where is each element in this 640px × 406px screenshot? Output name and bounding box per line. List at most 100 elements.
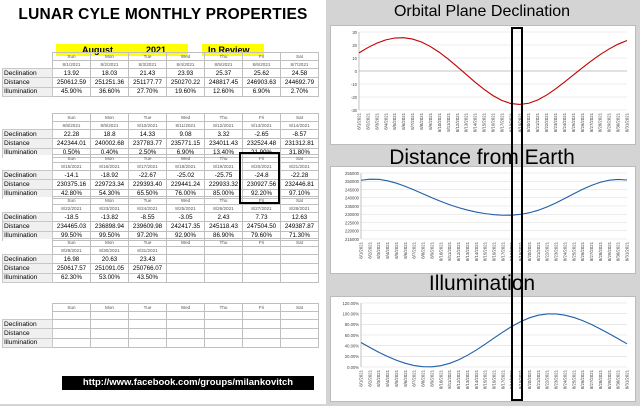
date-cell: 8/4/2021 bbox=[167, 61, 205, 69]
x-tick-label: 8/29/2021 bbox=[607, 369, 612, 389]
distance-cell: 230375.16 bbox=[53, 180, 91, 189]
distance-cell: 247504.50 bbox=[243, 222, 281, 231]
distance-cell bbox=[243, 329, 281, 338]
distance-cell: 229723.34 bbox=[91, 180, 129, 189]
date-cell bbox=[129, 312, 167, 320]
y-tick-label: 120.00% bbox=[342, 301, 359, 306]
x-tick-label: 8/20/2021 bbox=[526, 112, 531, 132]
illumination-cell: 36.60% bbox=[91, 87, 129, 96]
declination-cell: 7.73 bbox=[243, 213, 281, 222]
distance-cell: 244692.79 bbox=[281, 78, 319, 87]
distance-cell: 251251.36 bbox=[91, 78, 129, 87]
x-tick-label: 8/31/2021 bbox=[625, 369, 630, 389]
x-tick-label: 8/6/2021 bbox=[403, 369, 408, 386]
date-cell: 8/16/2021 bbox=[91, 163, 129, 171]
distance-cell: 234011.43 bbox=[205, 139, 243, 148]
group-link[interactable]: http://www.facebook.com/groups/milankovi… bbox=[62, 376, 314, 390]
declination-cell: 18.03 bbox=[91, 69, 129, 78]
declination-cell bbox=[53, 320, 91, 329]
y-tick-label: 10 bbox=[352, 56, 357, 61]
illumination-cell: 19.60% bbox=[167, 87, 205, 96]
x-tick-label: 8/15/2021 bbox=[483, 369, 488, 389]
date-cell: 8/10/2021 bbox=[129, 122, 167, 130]
y-tick-label: 245000 bbox=[345, 187, 360, 192]
x-tick-label: 8/2/2021 bbox=[367, 369, 372, 386]
declination-cell: 25.37 bbox=[205, 69, 243, 78]
distance-cell: 250617.57 bbox=[53, 264, 91, 273]
distance-cell bbox=[205, 329, 243, 338]
day-header: Tue bbox=[129, 114, 167, 122]
x-tick-label: 8/3/2021 bbox=[376, 369, 381, 386]
row-label-illumination: Illumination bbox=[3, 273, 53, 282]
x-tick-label: 8/27/2021 bbox=[589, 112, 594, 132]
x-tick-label: 8/23/2021 bbox=[554, 369, 559, 389]
date-cell bbox=[281, 247, 319, 255]
illumination-cell: 12.60% bbox=[205, 87, 243, 96]
x-tick-label: 8/10/2021 bbox=[438, 369, 443, 389]
declination-cell: 14.33 bbox=[129, 130, 167, 139]
distance-cell: 232446.81 bbox=[281, 180, 319, 189]
corner-cell bbox=[3, 114, 53, 122]
day-header: Sun bbox=[53, 304, 91, 312]
series-line bbox=[361, 179, 627, 215]
distance-cell bbox=[205, 264, 243, 273]
x-tick-label: 8/3/2021 bbox=[374, 112, 379, 129]
y-tick-label: 100.00% bbox=[342, 311, 359, 316]
day-header: Sat bbox=[281, 239, 319, 247]
distance-cell bbox=[281, 264, 319, 273]
day-header: Wed bbox=[167, 155, 205, 163]
declination-cell: -25.02 bbox=[167, 171, 205, 180]
y-tick-label: 220000 bbox=[345, 229, 360, 234]
declination-cell bbox=[243, 320, 281, 329]
distance-cell: 245118.43 bbox=[205, 222, 243, 231]
declination-cell: 22.28 bbox=[53, 130, 91, 139]
declination-cell: -22.28 bbox=[281, 171, 319, 180]
declination-cell: 23.93 bbox=[167, 69, 205, 78]
corner-cell bbox=[3, 304, 53, 312]
corner-cell bbox=[3, 239, 53, 247]
y-tick-label: 240000 bbox=[345, 196, 360, 201]
day-header: Mon bbox=[91, 197, 129, 205]
day-header: Thu bbox=[205, 114, 243, 122]
date-cell: 8/26/2021 bbox=[205, 205, 243, 213]
row-label-declination: Declination bbox=[3, 69, 53, 78]
distance-cell: 251091.05 bbox=[91, 264, 129, 273]
declination-cell bbox=[167, 255, 205, 264]
y-tick-label: 80.00% bbox=[345, 322, 359, 327]
illumination-cell bbox=[53, 338, 91, 347]
y-tick-label: 20.00% bbox=[345, 354, 359, 359]
x-tick-label: 8/31/2021 bbox=[625, 241, 630, 261]
day-header: Mon bbox=[91, 304, 129, 312]
row-label-distance: Distance bbox=[3, 139, 53, 148]
declination-cell bbox=[167, 320, 205, 329]
date-cell: 8/30/2021 bbox=[91, 247, 129, 255]
row-label-illumination: Illumination bbox=[3, 338, 53, 347]
declination-cell: 20.63 bbox=[91, 255, 129, 264]
row-label-distance: Distance bbox=[3, 180, 53, 189]
declination-cell: 2.43 bbox=[205, 213, 243, 222]
x-tick-label: 8/21/2021 bbox=[536, 369, 541, 389]
x-tick-label: 8/24/2021 bbox=[562, 241, 567, 261]
day-header: Fri bbox=[243, 114, 281, 122]
illumination-cell bbox=[243, 273, 281, 282]
date-cell: 8/27/2021 bbox=[243, 205, 281, 213]
x-tick-label: 8/29/2021 bbox=[607, 112, 612, 132]
row-label-distance: Distance bbox=[3, 264, 53, 273]
distance-cell bbox=[243, 264, 281, 273]
day-header: Sun bbox=[53, 239, 91, 247]
day-header: Mon bbox=[91, 239, 129, 247]
declination-cell: 25.62 bbox=[243, 69, 281, 78]
x-tick-label: 8/12/2021 bbox=[456, 369, 461, 389]
x-tick-label: 8/7/2021 bbox=[412, 369, 417, 386]
distance-chart: 2550002500002450002400002350002300002250… bbox=[331, 167, 635, 273]
declination-cell: 9.08 bbox=[167, 130, 205, 139]
series-line bbox=[361, 314, 627, 367]
distance-cell: 246903.63 bbox=[243, 78, 281, 87]
corner-cell bbox=[3, 197, 53, 205]
declination-cell bbox=[205, 320, 243, 329]
date-cell: 8/24/2021 bbox=[129, 205, 167, 213]
date-cell: 8/31/2021 bbox=[129, 247, 167, 255]
x-tick-label: 8/17/2021 bbox=[500, 241, 505, 261]
